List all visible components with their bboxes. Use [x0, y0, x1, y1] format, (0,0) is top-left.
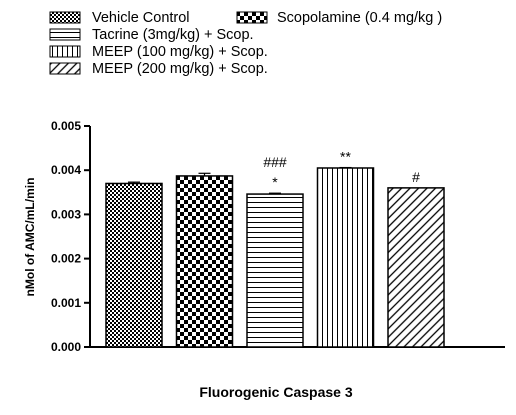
bar-group: ** [316, 149, 375, 348]
y-ticks: 0.000 0.001 0.002 0.003 0.004 0.005 [51, 119, 90, 354]
significance-label: # [412, 169, 420, 185]
significance-label: ** [340, 149, 351, 165]
y-tick-label: 0.003 [51, 207, 81, 221]
legend-label-meep-100: MEEP (100 mg/kg) + Scop. [92, 44, 268, 60]
bar-group [105, 181, 163, 348]
legend-label-meep-200: MEEP (200 mg/kg) + Scop. [92, 61, 268, 77]
y-tick-label: 0.004 [51, 163, 81, 177]
y-tick-label: 0.005 [51, 119, 81, 133]
significance-label: * [272, 174, 278, 190]
bar-group: # [387, 169, 445, 348]
legend-item-5: MEEP (200 mg/kg) + Scop. [49, 61, 268, 77]
legend-item-4: MEEP (100 mg/kg) + Scop. [49, 44, 268, 60]
bar [175, 175, 234, 348]
y-axis-label: nMol of AMC/mL/min [23, 178, 37, 297]
bar-group [175, 172, 234, 348]
legend-item-1: Vehicle Control [49, 10, 190, 26]
significance-label: ### [263, 154, 287, 170]
legend-item-2: Scopolamine (0.4 mg/kg ) [236, 10, 442, 26]
bar [105, 182, 163, 348]
y-tick-label: 0.000 [51, 340, 81, 354]
legend-swatch-meep-100 [49, 45, 81, 58]
bar [316, 167, 375, 348]
y-tick-label: 0.002 [51, 252, 81, 266]
legend-swatch-vehicle-control [49, 11, 81, 24]
legend-swatch-scopolamine [236, 11, 268, 24]
bar [387, 187, 445, 348]
legend: Vehicle Control Scopolamine (0.4 mg/kg )… [49, 10, 442, 77]
bar [246, 193, 304, 348]
legend-label-vehicle-control: Vehicle Control [92, 10, 190, 26]
bar-group: * ### [246, 154, 304, 348]
y-tick-label: 0.001 [51, 296, 81, 310]
legend-swatch-meep-200 [49, 62, 81, 75]
legend-label-scopolamine: Scopolamine (0.4 mg/kg ) [277, 10, 442, 26]
legend-swatch-tacrine [49, 28, 81, 41]
x-axis-label: Fluorogenic Caspase 3 [199, 384, 352, 400]
legend-label-tacrine: Tacrine (3mg/kg) + Scop. [92, 27, 254, 43]
legend-item-3: Tacrine (3mg/kg) + Scop. [49, 27, 254, 43]
bars: * ### ** # [105, 149, 445, 348]
